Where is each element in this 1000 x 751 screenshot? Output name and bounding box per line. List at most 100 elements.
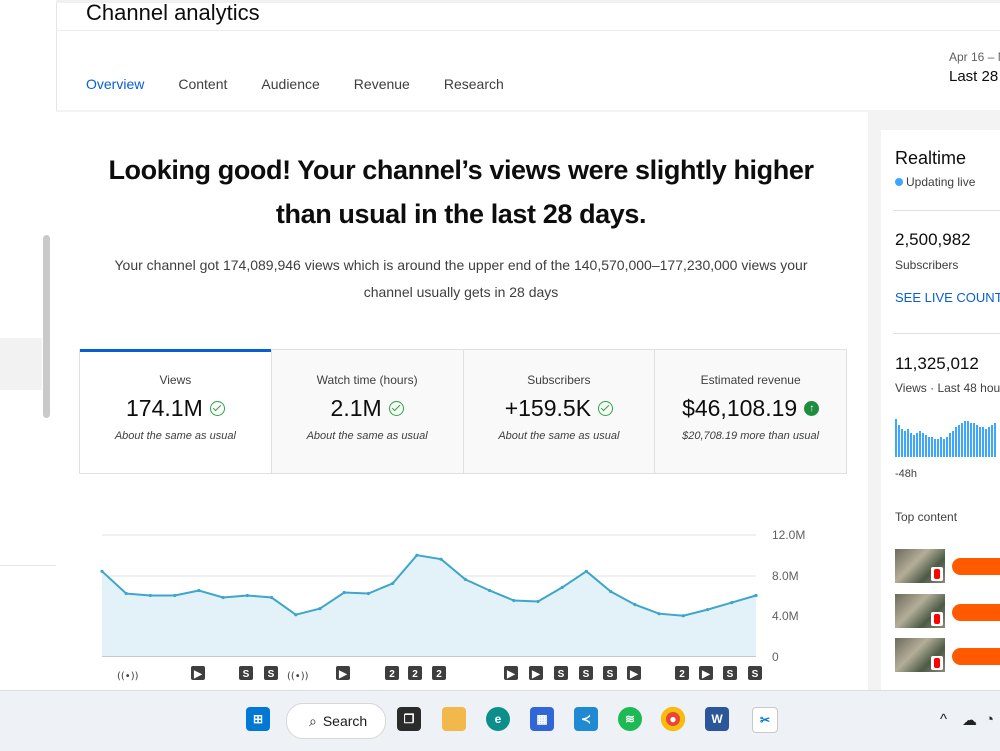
chart-point[interactable] — [318, 607, 322, 611]
edge-icon[interactable]: e — [486, 707, 510, 731]
short-icon[interactable]: S — [264, 666, 278, 680]
task-view-icon[interactable]: ❐ — [397, 707, 421, 731]
metric-card-revenue[interactable]: Estimated revenue $46,108.19 ↑ $20,708.19… — [655, 350, 846, 473]
chart-point[interactable] — [124, 591, 128, 596]
short-icon[interactable]: S — [723, 666, 737, 680]
tab-revenue[interactable]: Revenue — [353, 76, 410, 92]
chart-point[interactable] — [342, 590, 346, 595]
chart-point[interactable] — [633, 603, 637, 607]
realtime-bar-chart[interactable] — [895, 415, 997, 457]
chart-point[interactable] — [173, 593, 177, 598]
live-icon[interactable]: ((•)) — [117, 671, 139, 682]
number-2-icon[interactable]: 2 — [408, 666, 422, 680]
realtime-bar — [991, 425, 993, 457]
play-icon[interactable]: ▶ — [504, 666, 518, 680]
chart-point[interactable] — [221, 595, 225, 600]
chevron-up-icon[interactable]: ^ — [940, 711, 948, 728]
nav-scrollbar[interactable] — [43, 235, 50, 418]
top-content-thumbnail[interactable] — [895, 594, 945, 628]
redacted-title — [952, 648, 1000, 665]
tab-content[interactable]: Content — [178, 76, 228, 92]
chart-point[interactable] — [294, 613, 298, 617]
y-tick-label: 0 — [772, 650, 779, 664]
short-icon[interactable]: S — [554, 666, 568, 680]
realtime-bar — [964, 421, 966, 457]
metric-card-views[interactable]: Views 174.1M About the same as usual — [80, 349, 272, 473]
svg-text:▶: ▶ — [193, 669, 203, 680]
date-range-picker[interactable]: Apr 16 – M Last 28 d — [949, 50, 1000, 85]
taskbar-search[interactable]: ⌕ Search — [286, 703, 386, 739]
cloud-icon[interactable]: ☁ — [962, 712, 977, 729]
chart-point[interactable] — [245, 593, 249, 598]
chart-point[interactable] — [657, 612, 661, 616]
live-icon[interactable]: ((•)) — [287, 671, 309, 682]
play-icon[interactable]: ▶ — [699, 666, 713, 680]
chart-point[interactable] — [100, 569, 104, 573]
chart-point[interactable] — [148, 593, 152, 598]
redacted-title — [952, 604, 1000, 621]
microsoft-store-icon[interactable]: ▦ — [530, 707, 554, 731]
short-icon[interactable]: S — [579, 666, 593, 680]
short-icon[interactable]: S — [239, 666, 253, 680]
chart-point[interactable] — [754, 593, 758, 598]
number-2-icon[interactable]: 2 — [675, 666, 689, 680]
chart-point[interactable] — [197, 588, 201, 593]
tab-audience[interactable]: Audience — [261, 76, 320, 92]
chart-point[interactable] — [366, 591, 370, 596]
realtime-bar — [928, 437, 930, 457]
metric-card-subscribers[interactable]: Subscribers +159.5K About the same as us… — [463, 350, 656, 473]
live-dot-icon — [895, 178, 903, 186]
realtime-bar — [895, 419, 897, 457]
play-icon[interactable]: ▶ — [627, 666, 641, 680]
nav-item-highlight[interactable] — [0, 338, 42, 390]
see-live-count-link[interactable]: SEE LIVE COUNT — [895, 290, 1000, 305]
word-icon[interactable]: W — [705, 707, 729, 731]
windows-start-icon[interactable]: ⊞ — [246, 707, 270, 731]
top-content-thumbnail[interactable] — [895, 549, 945, 583]
chrome-icon[interactable]: ● — [661, 707, 685, 731]
left-nav-rail — [0, 0, 57, 690]
play-icon[interactable]: ▶ — [191, 666, 205, 680]
svg-text:2: 2 — [679, 669, 685, 680]
views-chart[interactable]: 12.0M 8.0M 4.0M 0 ((•)) ▶ S S ((•)) ▶ 2 2 2 ▶ ▶ S S S… — [100, 525, 820, 690]
realtime-title: Realtime — [895, 148, 967, 168]
chart-point[interactable] — [270, 595, 274, 600]
chart-point[interactable] — [730, 601, 734, 605]
number-2-icon[interactable]: 2 — [385, 666, 399, 680]
chart-point[interactable] — [463, 577, 467, 581]
chart-point[interactable] — [488, 588, 492, 593]
chart-point[interactable] — [439, 557, 443, 561]
chart-point[interactable] — [536, 599, 540, 604]
chart-point[interactable] — [512, 598, 516, 603]
chart-point[interactable] — [391, 581, 395, 585]
tab-overview[interactable]: Overview — [86, 76, 145, 114]
chart-point[interactable] — [584, 569, 588, 573]
number-2-icon[interactable]: 2 — [432, 666, 446, 680]
realtime-views-label: Views · Last 48 hour — [895, 381, 1000, 395]
realtime-bar — [967, 421, 969, 457]
snipping-tool-icon[interactable]: ✂ — [752, 707, 778, 733]
play-icon[interactable]: ▶ — [529, 666, 543, 680]
search-icon: ⌕ — [309, 712, 317, 729]
network-icon[interactable]: ◔ — [985, 711, 995, 728]
play-icon[interactable]: ▶ — [336, 666, 350, 680]
chart-point[interactable] — [415, 553, 419, 557]
chart-point[interactable] — [706, 608, 710, 612]
file-explorer-icon[interactable] — [442, 707, 466, 731]
realtime-bar — [931, 437, 933, 457]
chart-point[interactable] — [681, 614, 685, 618]
tab-research[interactable]: Research — [443, 76, 504, 92]
short-icon[interactable]: S — [603, 666, 617, 680]
realtime-bar — [955, 427, 957, 457]
chart-points — [100, 553, 758, 618]
metric-card-watch-time[interactable]: Watch time (hours) 2.1M About the same a… — [271, 350, 464, 473]
chart-point[interactable] — [609, 589, 613, 594]
svg-text:S: S — [268, 669, 275, 680]
short-icon[interactable]: S — [748, 666, 762, 680]
date-range-dates: Apr 16 – M — [949, 50, 1000, 64]
vscode-icon[interactable]: ≺ — [574, 707, 598, 731]
chart-point[interactable] — [560, 585, 564, 589]
svg-text:▶: ▶ — [506, 669, 516, 680]
spotify-icon[interactable]: ≋ — [618, 707, 642, 731]
top-content-thumbnail[interactable] — [895, 638, 945, 672]
